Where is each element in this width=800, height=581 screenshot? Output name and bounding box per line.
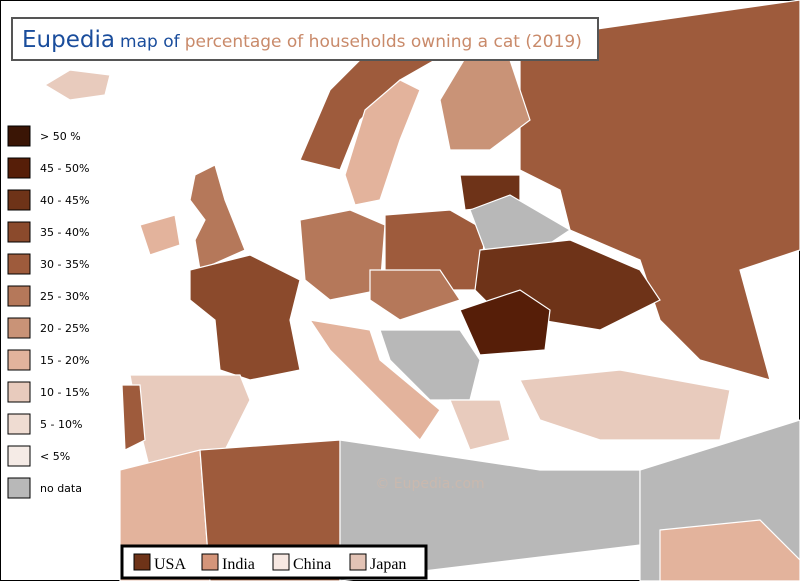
legend-swatch: [7, 221, 31, 243]
legend-label: 5 - 10%: [40, 418, 82, 431]
ireland: [139, 214, 181, 256]
legend-label: no data: [40, 482, 82, 495]
legend-label: > 50 %: [40, 130, 81, 143]
legend-swatch: [7, 157, 31, 179]
legend-label: 15 - 20%: [40, 354, 89, 367]
legend-swatch: [7, 317, 31, 339]
russia: [519, 0, 800, 381]
saudi-arabia: [659, 519, 800, 581]
iceland: [43, 69, 111, 101]
comparison-swatch: [272, 553, 290, 571]
title-box: [11, 17, 599, 61]
legend-swatch: [7, 445, 31, 467]
comparison-box: [120, 544, 428, 580]
legend-label: < 5%: [40, 450, 70, 463]
watermark: © Eupedia.com: [375, 476, 484, 492]
legend-label: 25 - 30%: [40, 290, 89, 303]
comparison-swatch: [133, 553, 151, 571]
title-mid: map of: [120, 32, 181, 52]
legend-swatch: [7, 125, 31, 147]
belarus: [469, 194, 572, 251]
legend: > 50 % 45 - 50% 40 - 45% 35 - 40% 30 - 35% 25…: [7, 125, 89, 499]
comparison-swatch: [349, 553, 367, 571]
legend-swatch: [7, 413, 31, 435]
legend-swatch: [7, 285, 31, 307]
title-rest: percentage of households owning a cat (2…: [185, 32, 582, 52]
central-europe: [369, 269, 461, 321]
comparison-label: USA: [154, 556, 186, 573]
legend-label: 40 - 45%: [40, 194, 89, 207]
legend-swatch: [7, 381, 31, 403]
legend-swatch: [7, 253, 31, 275]
comparison-label: Japan: [370, 556, 406, 573]
legend-label: 35 - 40%: [40, 226, 89, 239]
legend-swatch: [7, 349, 31, 371]
countries: [43, 0, 800, 581]
legend-swatch: [7, 477, 31, 499]
legend-label: 45 - 50%: [40, 162, 89, 175]
legend-label: 30 - 35%: [40, 258, 89, 271]
legend-label: 10 - 15%: [40, 386, 89, 399]
brand: Eupedia: [22, 27, 115, 53]
portugal: [121, 384, 146, 451]
legend-label: 20 - 25%: [40, 322, 89, 335]
sweden: [344, 79, 421, 206]
greece: [449, 399, 511, 451]
romania: [459, 289, 551, 356]
comparison-label: China: [293, 556, 331, 573]
italy: [308, 319, 441, 441]
title: Eupedia map of percentage of households …: [22, 27, 582, 53]
comparison-swatch: [201, 553, 219, 571]
comparison-label: India: [222, 556, 255, 573]
turkey: [519, 369, 731, 441]
france: [189, 254, 301, 381]
comparison-legend: USA India China Japan: [133, 553, 406, 573]
legend-swatch: [7, 189, 31, 211]
